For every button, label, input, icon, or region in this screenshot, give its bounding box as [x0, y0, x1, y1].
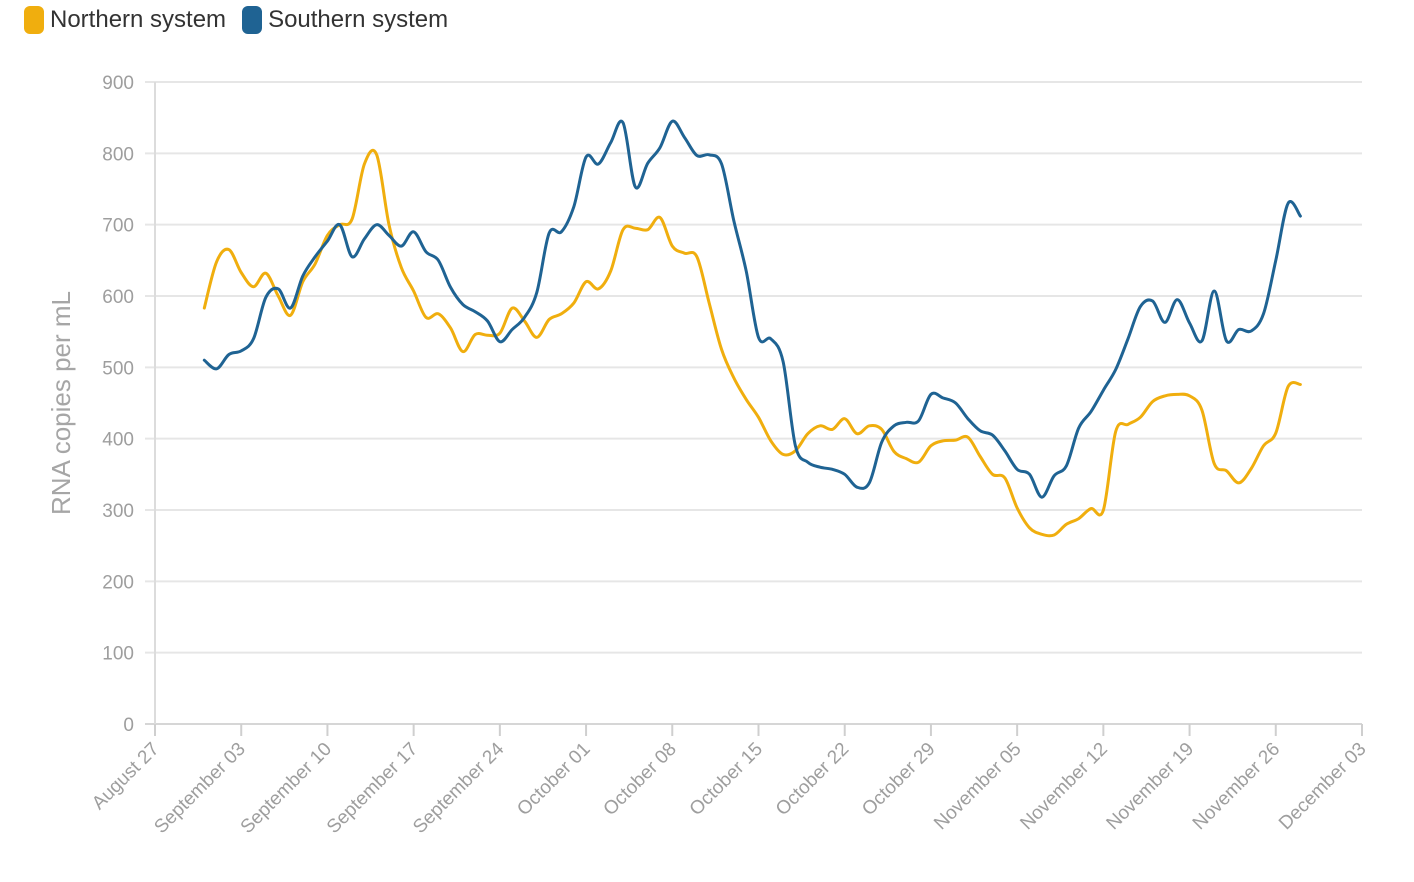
y-axis: 0 100 200 300 400 500 600 700 800 900	[102, 73, 134, 736]
legend-label-southern: Southern system	[268, 6, 449, 33]
legend-swatch-northern	[24, 6, 44, 34]
x-tick-label: October 01	[513, 739, 594, 820]
y-tick-label: 300	[102, 501, 134, 522]
x-tick-label: September 17	[323, 739, 422, 838]
x-tick-label: November 05	[930, 739, 1026, 835]
series-lines	[202, 119, 1302, 538]
x-tick-label: December 03	[1275, 739, 1371, 835]
series-line-northern[interactable]	[202, 148, 1302, 538]
x-tick-label: September 24	[409, 738, 509, 838]
x-tick-label: September 03	[151, 739, 250, 838]
y-tick-label: 0	[123, 715, 134, 736]
x-tick-label: September 10	[237, 739, 336, 838]
x-tick-label: October 08	[600, 739, 681, 820]
x-tick-label: August 27	[88, 739, 163, 814]
y-tick-label: 200	[102, 572, 134, 593]
x-tick-label: November 19	[1103, 739, 1199, 835]
series-line-southern[interactable]	[202, 119, 1302, 499]
y-tick-label: 600	[102, 287, 134, 308]
y-tick-label: 500	[102, 358, 134, 379]
y-tick-label: 800	[102, 144, 134, 165]
legend-item-southern[interactable]: Southern system	[242, 6, 448, 34]
y-tick-label: 100	[102, 644, 134, 665]
x-tick-label: October 22	[772, 739, 853, 820]
legend-label-northern: Northern system	[50, 6, 227, 33]
x-tick-label: November 26	[1189, 739, 1285, 835]
y-tick-label: 700	[102, 216, 134, 237]
x-tick-label: November 12	[1016, 739, 1112, 835]
gridlines	[145, 81, 1362, 725]
legend: Northern system Southern system	[24, 6, 448, 34]
x-tick-label: October 29	[858, 739, 939, 820]
y-tick-label: 400	[102, 430, 134, 451]
legend-item-northern[interactable]: Northern system	[24, 6, 226, 34]
y-tick-label: 900	[102, 73, 134, 94]
y-axis-title: RNA copies per mL	[46, 291, 76, 515]
x-tick-label: October 15	[686, 739, 767, 820]
legend-swatch-southern	[242, 6, 263, 34]
